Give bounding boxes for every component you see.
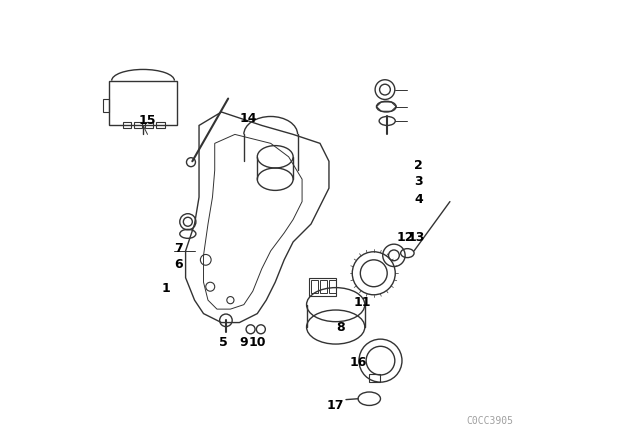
Bar	[109, 81, 177, 125]
Bar	[369, 374, 380, 382]
Text: 10: 10	[248, 336, 266, 349]
Bar	[123, 122, 131, 128]
Bar	[329, 280, 336, 293]
Text: 14: 14	[239, 112, 257, 125]
Text: 2: 2	[414, 159, 423, 172]
Text: 6: 6	[175, 258, 183, 271]
Text: 7: 7	[175, 242, 183, 255]
Text: 5: 5	[220, 336, 228, 349]
Text: 8: 8	[336, 320, 344, 334]
Text: 4: 4	[414, 193, 423, 206]
Text: 16: 16	[349, 356, 367, 370]
Text: 1: 1	[161, 282, 170, 296]
Text: 15: 15	[139, 114, 156, 128]
Bar	[309, 278, 336, 296]
Bar	[157, 122, 164, 128]
Bar	[320, 280, 327, 293]
Bar	[311, 280, 318, 293]
Text: 3: 3	[414, 175, 423, 188]
Bar	[134, 122, 142, 128]
Bar	[103, 99, 109, 112]
Text: 9: 9	[239, 336, 248, 349]
Text: 13: 13	[408, 231, 425, 244]
Text: 17: 17	[327, 399, 344, 412]
Text: 11: 11	[354, 296, 371, 309]
Text: 12: 12	[396, 231, 414, 244]
Bar	[145, 122, 154, 128]
Text: C0CC3905: C0CC3905	[467, 416, 514, 426]
